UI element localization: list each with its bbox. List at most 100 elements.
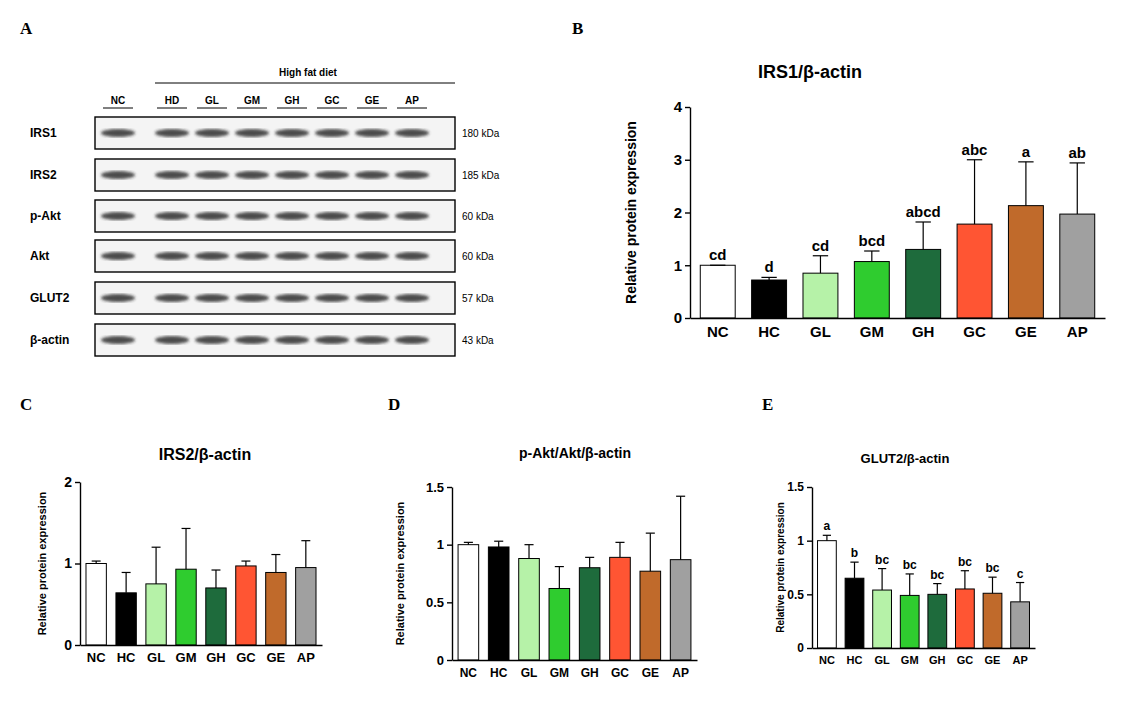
error-cap bbox=[850, 562, 858, 563]
error-cap bbox=[646, 533, 655, 534]
x-tick-label: HC bbox=[758, 323, 780, 340]
y-tick: 1.5 bbox=[787, 480, 812, 494]
x-axis: NCHCGLGMGHGCGEAP bbox=[81, 645, 323, 665]
plot-area bbox=[86, 528, 316, 645]
blot-band bbox=[355, 171, 389, 179]
error-stem bbox=[126, 572, 127, 592]
blot-band bbox=[155, 252, 189, 260]
lane-underline bbox=[103, 108, 133, 109]
lane-underline bbox=[397, 108, 427, 109]
bar bbox=[266, 572, 286, 645]
panel-label: D bbox=[388, 395, 400, 414]
error-stem bbox=[974, 160, 975, 224]
error-bar bbox=[915, 222, 930, 249]
bar bbox=[488, 547, 509, 660]
error-stem bbox=[245, 561, 246, 566]
x-tick: NC bbox=[460, 660, 478, 680]
blot-band bbox=[315, 252, 349, 260]
significance-letter: bc bbox=[875, 553, 889, 567]
x-tick-label: GE bbox=[642, 666, 659, 680]
x-tick-label: GH bbox=[581, 666, 599, 680]
x-tick-label: GC bbox=[611, 666, 629, 680]
lane-underline bbox=[357, 108, 387, 109]
error-bar bbox=[271, 555, 280, 573]
error-cap bbox=[615, 542, 624, 543]
protein-label: IRS1 bbox=[30, 126, 57, 140]
group-label: High fat diet bbox=[279, 67, 337, 78]
significance-letter: bc bbox=[985, 561, 999, 575]
y-tick: 1.5 bbox=[426, 480, 452, 495]
error-cap bbox=[524, 544, 533, 545]
y-tick: 0.5 bbox=[426, 595, 452, 610]
protein-label: GLUT2 bbox=[30, 291, 70, 305]
blot-band bbox=[275, 171, 309, 179]
blot-band bbox=[195, 252, 229, 260]
x-axis-line bbox=[813, 648, 1036, 649]
bar bbox=[956, 589, 975, 648]
y-tick-mark bbox=[807, 487, 812, 488]
error-cap bbox=[585, 557, 594, 558]
significance-letter: d bbox=[765, 258, 774, 275]
x-tick: GM bbox=[901, 648, 919, 666]
y-tick-label: 0 bbox=[437, 653, 444, 668]
y-tick-label: 4 bbox=[674, 98, 683, 115]
bar bbox=[206, 588, 226, 645]
error-cap bbox=[813, 255, 828, 256]
significance-letter: abcd bbox=[906, 203, 941, 220]
blot-band bbox=[355, 336, 389, 344]
error-bar bbox=[555, 567, 564, 589]
error-cap bbox=[915, 221, 930, 222]
error-stem bbox=[909, 574, 910, 595]
lane-underline bbox=[197, 108, 227, 109]
x-tick-label: GH bbox=[912, 323, 935, 340]
blot-band bbox=[315, 212, 349, 220]
y-tick-mark bbox=[447, 544, 452, 545]
error-stem bbox=[937, 584, 938, 595]
size-label: 185 kDa bbox=[462, 170, 500, 181]
y-axis-line bbox=[80, 483, 81, 646]
error-stem bbox=[155, 547, 156, 584]
chart-title: IRS1/β-actin bbox=[758, 62, 862, 82]
blot-band bbox=[101, 252, 135, 260]
panel-label: A bbox=[20, 19, 33, 38]
x-tick-label: GL bbox=[810, 323, 831, 340]
error-cap bbox=[710, 265, 725, 266]
size-label: 180 kDa bbox=[462, 128, 500, 139]
x-tick-label: GL bbox=[147, 650, 165, 665]
significance-letter: bc bbox=[958, 555, 972, 569]
bar bbox=[1008, 206, 1043, 318]
blot-band bbox=[235, 171, 269, 179]
error-bar bbox=[1070, 163, 1085, 214]
blot-band bbox=[101, 129, 135, 137]
protein-label: IRS2 bbox=[30, 168, 57, 182]
y-axis-title: Relative protein expression bbox=[36, 491, 48, 635]
bar bbox=[854, 262, 889, 318]
error-bar bbox=[906, 574, 914, 595]
lane-label: GE bbox=[365, 95, 380, 106]
error-stem bbox=[498, 541, 499, 547]
x-axis-line bbox=[453, 660, 698, 661]
y-axis-line bbox=[452, 488, 453, 661]
blot-box bbox=[95, 200, 455, 232]
error-cap bbox=[761, 277, 776, 278]
blot-band bbox=[235, 129, 269, 137]
error-stem bbox=[275, 555, 276, 573]
x-tick: GE bbox=[266, 645, 285, 665]
bar bbox=[752, 280, 787, 318]
x-tick: AP bbox=[1067, 318, 1088, 340]
bar-chart: 00.511.5NCHCGLGMGHGCGEAPp-Akt/Akt/β-acti… bbox=[394, 445, 698, 680]
error-cap bbox=[906, 573, 914, 574]
error-bar bbox=[301, 541, 310, 568]
error-cap bbox=[271, 554, 280, 555]
error-bar bbox=[615, 542, 624, 557]
y-axis-title: Relative protein expression bbox=[623, 121, 639, 304]
panel-label: B bbox=[572, 19, 583, 38]
error-stem bbox=[1025, 162, 1026, 206]
error-cap bbox=[676, 496, 685, 497]
x-tick: AP bbox=[1012, 648, 1027, 666]
y-tick-mark bbox=[807, 594, 812, 595]
error-bar bbox=[182, 528, 191, 569]
y-tick: 1 bbox=[64, 555, 80, 571]
y-tick: 2 bbox=[674, 204, 690, 221]
x-tick-label: GM bbox=[176, 650, 197, 665]
